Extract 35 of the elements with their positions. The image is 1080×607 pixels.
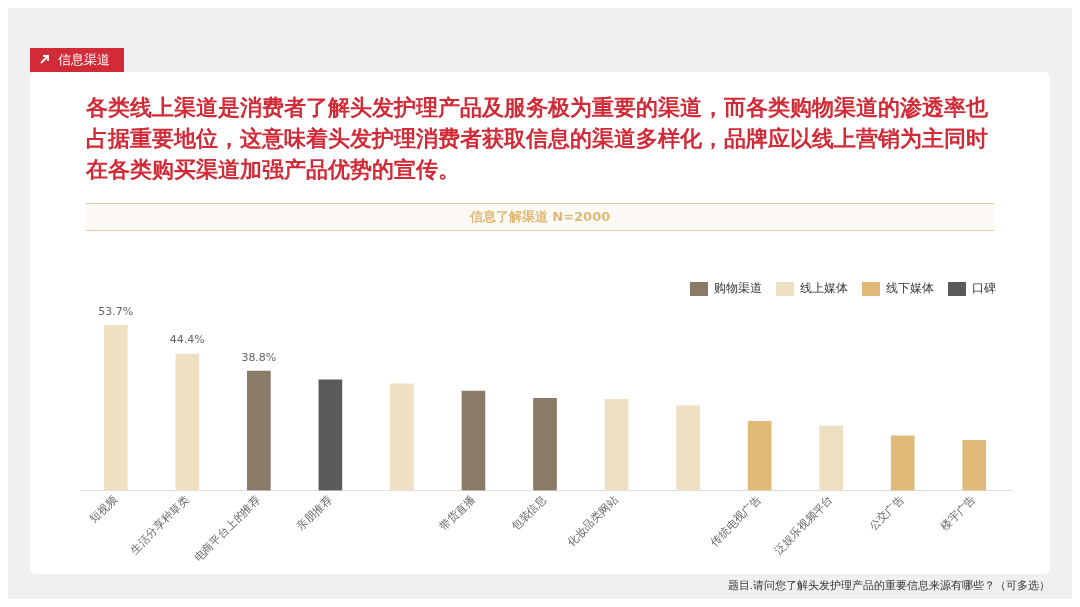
bar [747, 420, 772, 491]
x-tick-label: 泛娱乐视频平台 [771, 493, 836, 557]
legend-label: 口碑 [972, 281, 996, 296]
legend-label: 购物渠道 [714, 281, 762, 296]
x-tick-label: 楼宇广告 [938, 493, 979, 534]
data-label: 38.8% [241, 350, 277, 364]
bar [819, 425, 843, 491]
bar [175, 353, 200, 491]
x-tick-label: 化妆品类网站 [564, 493, 621, 549]
x-tick-label: 公交广告 [866, 493, 907, 534]
bar [461, 390, 486, 491]
x-tick-label: 亲朋推荐 [294, 493, 335, 534]
x-tick-label: 电商平台上的推荐 [191, 493, 263, 565]
bar [962, 440, 987, 491]
bar [247, 370, 271, 491]
bar [533, 397, 557, 491]
legend-label: 线上媒体 [800, 281, 848, 296]
x-tick-label: 包装信息 [508, 493, 550, 534]
bar [890, 435, 915, 491]
bar [390, 383, 414, 491]
x-tick-label: 生活分享种草类 [127, 493, 192, 557]
bar [103, 325, 128, 491]
data-label: 53.7% [98, 304, 134, 318]
chart-subtitle: 信息了解渠道 N=2000 [86, 203, 994, 231]
chart-title: 各类线上渠道是消费者了解头发护理产品及服务极为重要的渠道，而各类购物渠道的渗透率也占据重要地位，这意味着头发护理消费者获取信息的渠道多样化，品牌应以线上营销为主同时在各类购买渠道加强产品优势的宣传。 [85, 94, 989, 184]
bar [676, 405, 700, 491]
bar [318, 379, 343, 491]
legend-label: 线下媒体 [886, 281, 934, 296]
data-label: 44.4% [169, 333, 205, 347]
bar [604, 399, 629, 491]
x-tick-label: 短视频 [87, 493, 120, 526]
text: 题目.请问您了解头发护理产品的重要信息来源有哪些？（可多选） [727, 578, 1050, 593]
x-tick-label: 传统电视广告 [707, 493, 764, 549]
x-tick-label: 带货直播 [437, 493, 478, 534]
text: 信息渠道 [58, 52, 110, 67]
